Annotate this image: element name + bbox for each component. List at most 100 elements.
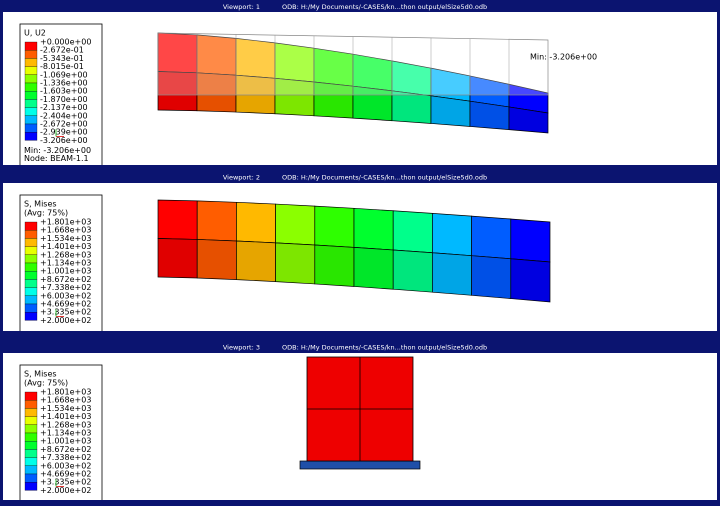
legend-label: -1.069e+00: [40, 70, 88, 79]
legend-swatch: [24, 132, 38, 141]
legend-swatch: [24, 246, 38, 255]
mesh-element: [314, 205, 355, 248]
legend-label: +1.668e+03: [40, 226, 91, 235]
legend-label: +3.335e+02: [40, 478, 91, 487]
legend-label: +1.134e+03: [40, 429, 91, 438]
legend-swatch: [24, 50, 38, 59]
mesh-element: [275, 203, 316, 246]
title-bar: [0, 340, 720, 353]
viewport: S, Mises(Avg: 75%)+1.801e+03+1.668e+03+1…: [3, 183, 717, 331]
legend-swatch: [24, 238, 38, 247]
legend-swatch: [24, 99, 38, 108]
legend-swatch: [24, 295, 38, 305]
min-annotation: Min: -3.206e+00: [530, 53, 597, 62]
mesh-element: [391, 90, 432, 124]
legend-label: +1.134e+03: [40, 259, 91, 268]
legend-swatch: [24, 82, 38, 92]
legend-footer: Min: -3.206e+00: [24, 146, 91, 155]
legend-label: +8.672e+02: [40, 445, 91, 454]
viewport: S, Mises(Avg: 75%)+1.801e+03+1.668e+03+1…: [3, 353, 717, 500]
legend-swatch: [24, 432, 38, 442]
legend-label: -3.206e+00: [40, 136, 88, 145]
legend-swatch: [24, 391, 38, 401]
viewport-title: Viewport: 1: [223, 3, 260, 11]
legend-swatch: [24, 408, 38, 417]
viewport-title: Viewport: 2: [223, 174, 260, 182]
legend-label: +1.801e+03: [40, 218, 91, 227]
legend-swatch: [24, 123, 38, 133]
legend-label: +3.335e+02: [40, 308, 91, 317]
mesh-element: [471, 255, 512, 299]
legend-swatch: [24, 303, 38, 313]
mesh-element: [236, 240, 276, 283]
legend-label: +4.669e+02: [40, 470, 91, 479]
legend-swatch: [24, 449, 38, 458]
legend-swatch: [24, 271, 38, 280]
mesh-element: [157, 238, 198, 279]
legend-footer: Node: BEAM-1.1: [24, 154, 89, 163]
legend-swatch: [24, 115, 38, 125]
mesh-element: [432, 212, 472, 257]
legend-label: +7.338e+02: [40, 453, 91, 462]
legend-label: +1.001e+03: [40, 437, 91, 446]
legend-swatch: [24, 41, 38, 51]
legend-label: -1.336e+00: [40, 79, 88, 88]
mesh-element: [314, 244, 355, 287]
legend-swatch: [24, 107, 38, 116]
legend-label: +1.534e+03: [40, 404, 91, 413]
legend-swatch: [24, 457, 38, 466]
legend-label: +6.003e+02: [40, 291, 91, 300]
mesh-element: [432, 252, 472, 296]
legend-label: -1.870e+00: [40, 95, 88, 104]
legend-swatch: [24, 221, 38, 231]
legend-label: +2.000e+02: [40, 316, 91, 325]
legend-label: +7.338e+02: [40, 283, 91, 292]
mesh-element: [275, 242, 316, 285]
legend-swatch: [24, 416, 38, 425]
legend-swatch: [24, 66, 38, 75]
mesh-element: [157, 199, 198, 240]
legend-label: +0.000e+00: [40, 38, 91, 47]
mesh-element: [392, 210, 433, 254]
legend-swatch: [24, 74, 38, 84]
legend-label: +6.003e+02: [40, 461, 91, 470]
legend-label: -8.015e-01: [40, 62, 84, 71]
mesh-element: [508, 106, 549, 134]
legend-label: -1.603e+00: [40, 87, 88, 96]
legend-swatch: [24, 254, 38, 264]
legend-title: (Avg: 75%): [24, 379, 68, 388]
odb-path: ODB: H:/My Documents/-CASES/kn...thon ou…: [282, 3, 487, 11]
odb-path: ODB: H:/My Documents/-CASES/kn...thon ou…: [282, 174, 487, 182]
legend-swatch: [24, 287, 38, 296]
legend-label: +1.401e+03: [40, 412, 91, 421]
legend-swatch: [24, 400, 38, 409]
legend-label: +4.669e+02: [40, 300, 91, 309]
mesh-element: [430, 95, 471, 127]
legend-swatch: [24, 473, 38, 483]
legend-swatch: [24, 262, 38, 272]
title-bar: [0, 170, 720, 183]
mesh-element: [392, 249, 433, 293]
mesh-element: [510, 218, 551, 263]
legend-label: +1.801e+03: [40, 388, 91, 397]
title-bar: [0, 0, 720, 12]
legend-title: S, Mises: [24, 370, 57, 379]
legend-swatch: [24, 441, 38, 450]
legend-swatch: [24, 91, 38, 100]
legend-label: +2.000e+02: [40, 486, 91, 495]
legend-label: +1.001e+03: [40, 267, 91, 276]
viewport-title: Viewport: 3: [223, 344, 260, 352]
legend-label: -5.343e-01: [40, 54, 84, 63]
odb-path: ODB: H:/My Documents/-CASES/kn...thon ou…: [282, 344, 487, 352]
mesh-element: [196, 200, 237, 242]
legend-label: -2.672e+00: [40, 120, 88, 129]
legend-swatch: [24, 424, 38, 434]
mesh-element: [510, 258, 551, 303]
mesh-element: [353, 247, 394, 290]
legend-title: U, U2: [24, 29, 46, 38]
legend-swatch: [24, 482, 38, 491]
viewport: Min: -3.206e+00 U, U2+0.000e+00-2.672e-01…: [3, 12, 717, 165]
mesh-element: [353, 207, 394, 251]
legend-label: +1.401e+03: [40, 242, 91, 251]
